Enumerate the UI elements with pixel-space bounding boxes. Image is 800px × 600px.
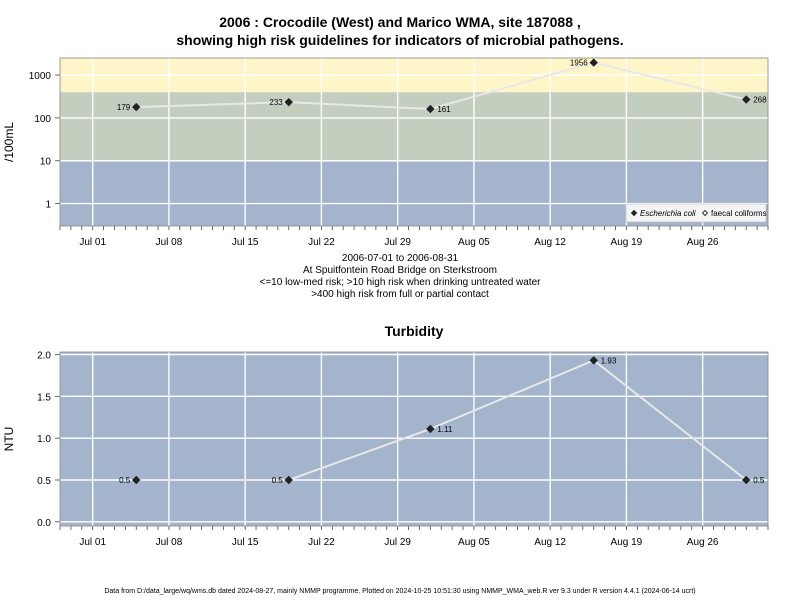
x-tick-label: Aug 12 <box>534 237 566 248</box>
data-point <box>132 475 141 485</box>
data-label: 268 <box>753 96 767 105</box>
data-point <box>589 356 598 365</box>
risk-caption-contact: >400 high risk from full or partial cont… <box>311 289 489 300</box>
chart-title-line-2: showing high risk guidelines for indicat… <box>176 32 624 48</box>
x-tick-label: Jul 22 <box>308 237 335 248</box>
plot-background <box>60 352 768 526</box>
x-tick-label: Aug 05 <box>458 237 490 248</box>
data-point <box>132 102 141 112</box>
data-label: 233 <box>269 98 283 107</box>
x-tick-label: Jul 29 <box>384 237 411 248</box>
legend-entry-label: faecal coliforms <box>711 209 767 218</box>
legend-box <box>625 203 767 223</box>
data-point <box>426 424 435 434</box>
legend-marker-filled <box>630 209 638 217</box>
x-tick-label: Jul 29 <box>384 537 411 548</box>
x-tick-label: Jul 08 <box>156 237 183 248</box>
data-label: 0.5 <box>753 476 765 485</box>
x-tick-label: Jul 01 <box>79 237 106 248</box>
plot-frame <box>59 57 769 227</box>
y-axis-label: /100mL <box>2 122 16 162</box>
data-point <box>742 475 751 485</box>
data-label: 179 <box>117 103 131 112</box>
x-tick-label: Jul 15 <box>232 537 259 548</box>
x-tick-label: Aug 05 <box>458 537 490 548</box>
x-tick-label: Aug 26 <box>687 537 719 548</box>
plot-frame <box>59 351 769 527</box>
data-label: 161 <box>437 105 451 114</box>
x-tick-label: Jul 01 <box>79 537 106 548</box>
chart-title: Turbidity <box>385 323 444 339</box>
data-point <box>426 104 435 114</box>
data-label: 1956 <box>570 59 588 68</box>
y-tick-label: 0.0 <box>37 518 51 529</box>
y-tick-label: 1 <box>45 200 51 211</box>
date-range-caption: 2006-07-01 to 2006-08-31 <box>341 253 459 264</box>
data-label: 0.5 <box>119 476 131 485</box>
data-point <box>284 97 293 107</box>
x-tick-label: Jul 22 <box>308 537 335 548</box>
x-tick-label: Jul 08 <box>156 537 183 548</box>
data-label: 1.11 <box>437 425 453 434</box>
data-point <box>742 95 751 104</box>
y-tick-label: 100 <box>34 114 51 125</box>
footer-note: Data from D:/data_large/wq/wms.db dated … <box>104 588 696 595</box>
x-tick-label: Aug 12 <box>534 537 566 548</box>
x-tick-label: Aug 19 <box>611 237 643 248</box>
site-caption: At Spuitfontein Road Bridge on Sterkstro… <box>303 265 497 276</box>
y-tick-label: 2.0 <box>37 351 51 362</box>
legend-entry-label: Escherichia coli <box>640 209 696 218</box>
y-tick-label: 0.5 <box>37 476 51 487</box>
microbial-chart: Jul 01 Jul 08 Jul 15 Jul 22 Jul 29 Aug 05 Aug … <box>2 57 769 248</box>
data-label: 1.93 <box>601 356 617 365</box>
x-tick-label: Aug 19 <box>611 537 643 548</box>
legend-marker-open <box>701 209 709 217</box>
x-tick-label: Aug 26 <box>687 237 719 248</box>
risk-band-1 <box>60 92 768 161</box>
data-point <box>589 58 598 67</box>
y-tick-label: 1000 <box>29 71 52 82</box>
y-axis-label: NTU <box>2 427 16 452</box>
y-tick-label: 1.5 <box>37 392 51 403</box>
y-tick-label: 10 <box>40 157 52 168</box>
turbidity-chart: Jul 01 Jul 08 Jul 15 Jul 22 Jul 29 Aug 05 Aug … <box>2 323 769 548</box>
risk-caption-drinking: <=10 low-med risk; >10 high risk when dr… <box>259 277 541 288</box>
y-tick-label: 1.0 <box>37 434 51 445</box>
data-label: 0.5 <box>272 476 284 485</box>
chart-title-line-1: 2006 : Crocodile (West) and Marico WMA, … <box>219 14 581 30</box>
data-point <box>284 475 293 485</box>
x-tick-label: Jul 15 <box>232 237 259 248</box>
